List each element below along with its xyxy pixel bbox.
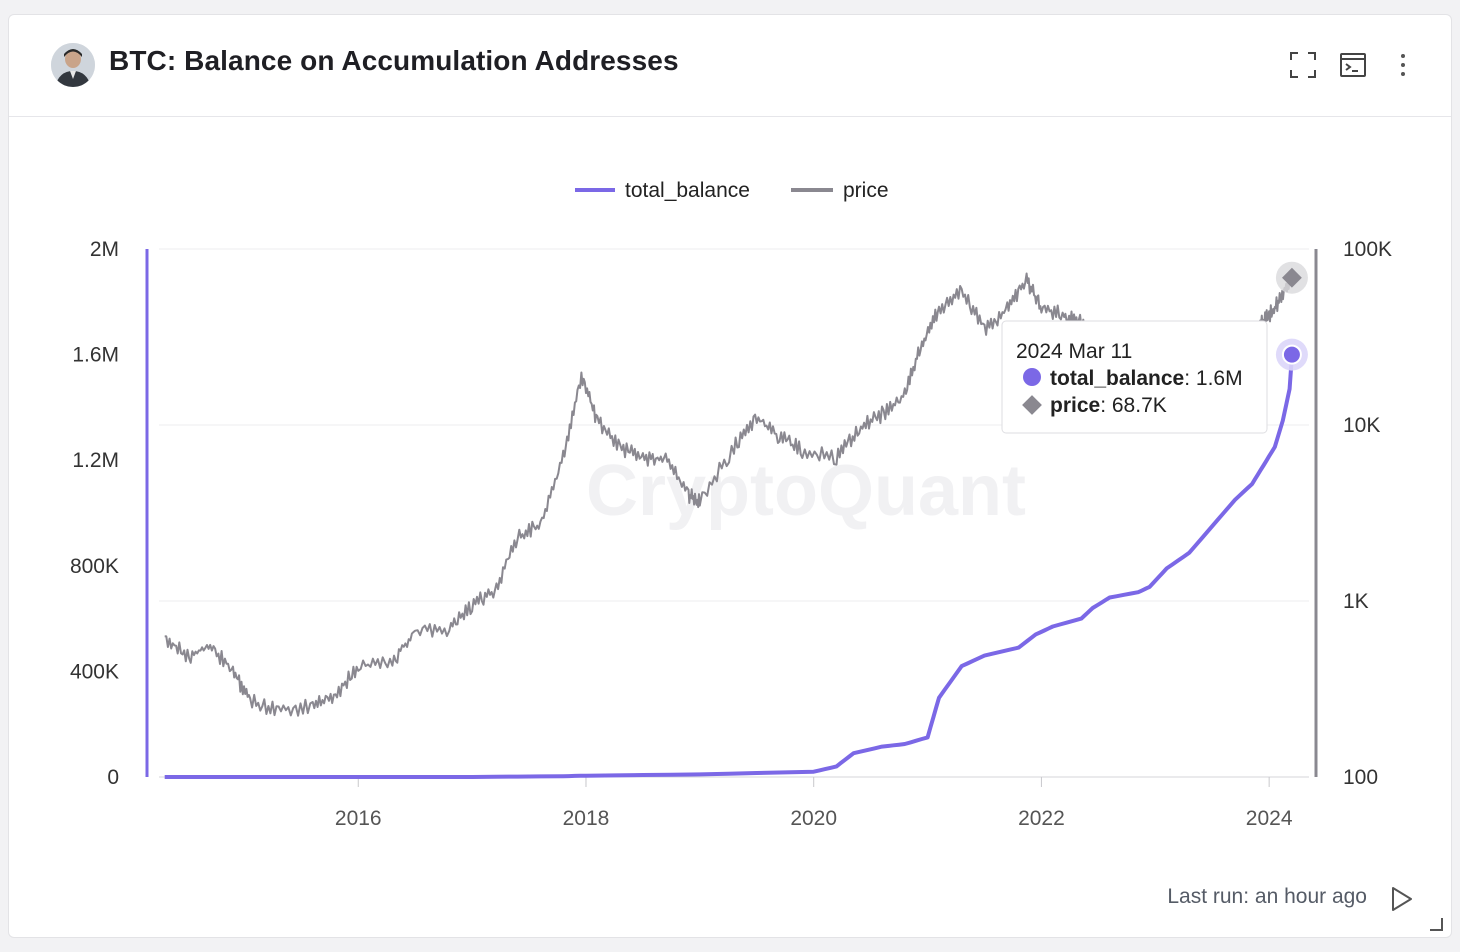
terminal-icon — [1340, 53, 1366, 77]
run-button[interactable] — [1387, 885, 1415, 913]
y-left-tick-label: 400K — [70, 660, 119, 683]
y-right-tick-label: 100K — [1343, 238, 1392, 261]
chart-card: BTC: Balance on Accumulation Addresses C… — [8, 14, 1452, 938]
more-options-button[interactable] — [1387, 49, 1419, 81]
tooltip-box — [1001, 320, 1268, 434]
x-tick-label: 2020 — [790, 807, 837, 830]
y-left-tick-label: 800K — [70, 555, 119, 578]
tooltip-date: 2024 Mar 11 — [1016, 340, 1132, 363]
more-vertical-icon — [1401, 54, 1405, 76]
x-tick-label: 2022 — [1018, 807, 1065, 830]
tooltip-row-total-balance: total_balance: 1.6M — [1050, 367, 1243, 390]
fullscreen-button[interactable] — [1287, 49, 1319, 81]
legend-label-total-balance: total_balance — [625, 179, 750, 202]
y-right-tick-label: 100 — [1343, 766, 1378, 789]
legend-label-price: price — [843, 179, 889, 202]
resize-handle-icon[interactable] — [1429, 917, 1443, 931]
tooltip-marker-price — [1022, 395, 1042, 415]
x-tick-label: 2016 — [335, 807, 382, 830]
last-run-text: Last run: an hour ago — [1167, 885, 1367, 908]
x-tick-label: 2024 — [1246, 807, 1293, 830]
chart-title: BTC: Balance on Accumulation Addresses — [109, 45, 679, 76]
tooltip: 2024 Mar 11 total_balance: 1.6M price: 68.… — [1001, 320, 1268, 434]
legend: total_balance price — [575, 179, 889, 202]
series-line-total-balance — [164, 354, 1294, 779]
watermark: CryptoQuant — [586, 451, 1026, 531]
line-chart[interactable]: CryptoQuant 0 400K 800K 1.2M 1.6M 2M 100 1K 10K 10… — [9, 15, 1453, 939]
y-left-tick-label: 1.6M — [72, 344, 119, 367]
tooltip-marker-total-balance — [1023, 368, 1041, 386]
play-icon — [1392, 887, 1412, 911]
balance-point-marker — [1281, 344, 1302, 365]
x-tick-label: 2018 — [563, 807, 610, 830]
tooltip-row-price: price: 68.7K — [1050, 394, 1167, 417]
y-right-tick-label: 10K — [1343, 414, 1380, 437]
price-point-marker — [1282, 267, 1302, 288]
fullscreen-icon — [1290, 52, 1316, 78]
y-left-tick-label: 2M — [90, 238, 119, 261]
query-button[interactable] — [1337, 49, 1369, 81]
y-left-tick-label: 1.2M — [72, 449, 119, 472]
author-avatar[interactable] — [51, 43, 95, 87]
card-header: BTC: Balance on Accumulation Addresses — [9, 15, 1451, 117]
y-left-tick-label: 0 — [107, 766, 119, 789]
y-right-tick-label: 1K — [1343, 590, 1369, 613]
